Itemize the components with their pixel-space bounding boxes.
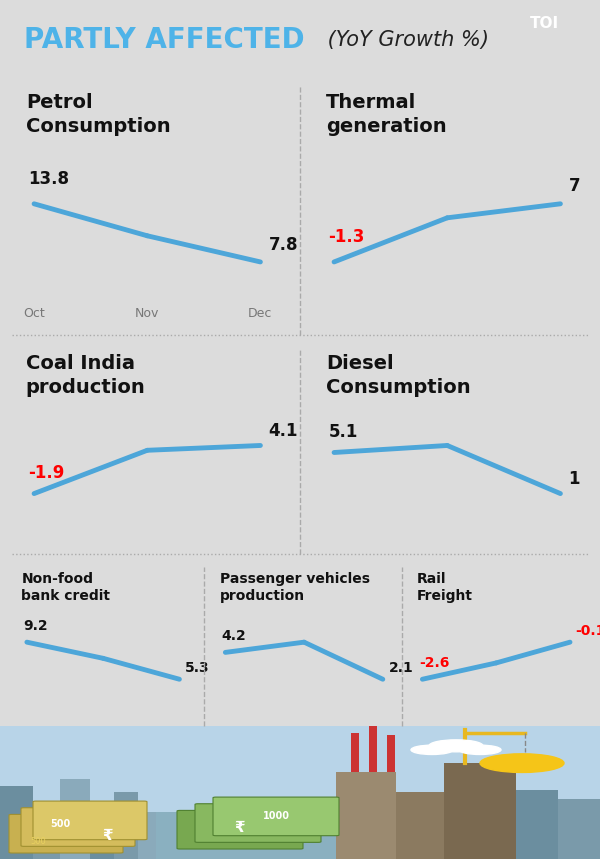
Text: 7.8: 7.8 [269, 235, 298, 253]
Text: 1000: 1000 [263, 812, 290, 821]
Circle shape [429, 740, 483, 752]
Text: 500: 500 [30, 838, 46, 846]
Circle shape [411, 745, 453, 754]
Bar [0, 726, 600, 813]
Text: Non-food
bank credit: Non-food bank credit [22, 572, 110, 603]
Text: 9.2: 9.2 [23, 619, 48, 633]
Text: TOI: TOI [530, 15, 559, 31]
FancyBboxPatch shape [213, 797, 339, 836]
Text: Rail
Freight: Rail Freight [417, 572, 473, 603]
FancyBboxPatch shape [21, 807, 135, 846]
Text: Coal India
production: Coal India production [26, 354, 146, 397]
Bar [90, 808, 114, 859]
Text: 5.3: 5.3 [185, 661, 209, 675]
Bar [60, 779, 90, 859]
Text: 7: 7 [569, 177, 580, 195]
FancyBboxPatch shape [195, 804, 321, 843]
Bar [0, 786, 33, 859]
Bar [396, 792, 444, 859]
Text: Nov: Nov [135, 307, 160, 320]
Text: (YoY Growth %): (YoY Growth %) [321, 30, 489, 50]
Bar [351, 733, 359, 772]
Text: -1.3: -1.3 [329, 228, 365, 246]
Text: Oct: Oct [23, 307, 45, 320]
Bar [387, 735, 395, 772]
Text: 2.1: 2.1 [389, 661, 413, 675]
Text: PARTLY AFFECTED: PARTLY AFFECTED [24, 26, 305, 54]
Bar [516, 789, 558, 859]
Text: -0.1: -0.1 [575, 624, 600, 638]
Circle shape [459, 745, 501, 754]
Text: -1.9: -1.9 [29, 464, 65, 482]
Circle shape [480, 754, 564, 772]
Text: Petrol
Consumption: Petrol Consumption [26, 94, 170, 136]
Text: ₹: ₹ [235, 819, 245, 835]
Bar [558, 799, 600, 859]
Text: -2.6: -2.6 [419, 656, 449, 670]
Text: Passenger vehicles
production: Passenger vehicles production [220, 572, 370, 603]
Text: 4.2: 4.2 [221, 630, 246, 643]
Bar [0, 813, 600, 859]
Bar [369, 726, 377, 772]
Text: 13.8: 13.8 [29, 170, 70, 188]
Text: 5.1: 5.1 [329, 423, 358, 441]
Text: Dec: Dec [248, 307, 272, 320]
Bar [114, 792, 138, 859]
Bar [444, 763, 516, 859]
Bar [336, 772, 396, 859]
FancyBboxPatch shape [177, 810, 303, 849]
Bar [33, 803, 60, 859]
Text: 500: 500 [50, 819, 70, 830]
FancyBboxPatch shape [33, 801, 147, 840]
Text: Thermal
generation: Thermal generation [326, 94, 446, 136]
Text: Diesel
Consumption: Diesel Consumption [326, 354, 470, 397]
Text: ₹: ₹ [103, 827, 113, 843]
Text: 4.1: 4.1 [269, 422, 298, 440]
Bar [138, 813, 156, 859]
Text: 1: 1 [569, 470, 580, 488]
FancyBboxPatch shape [9, 814, 123, 853]
